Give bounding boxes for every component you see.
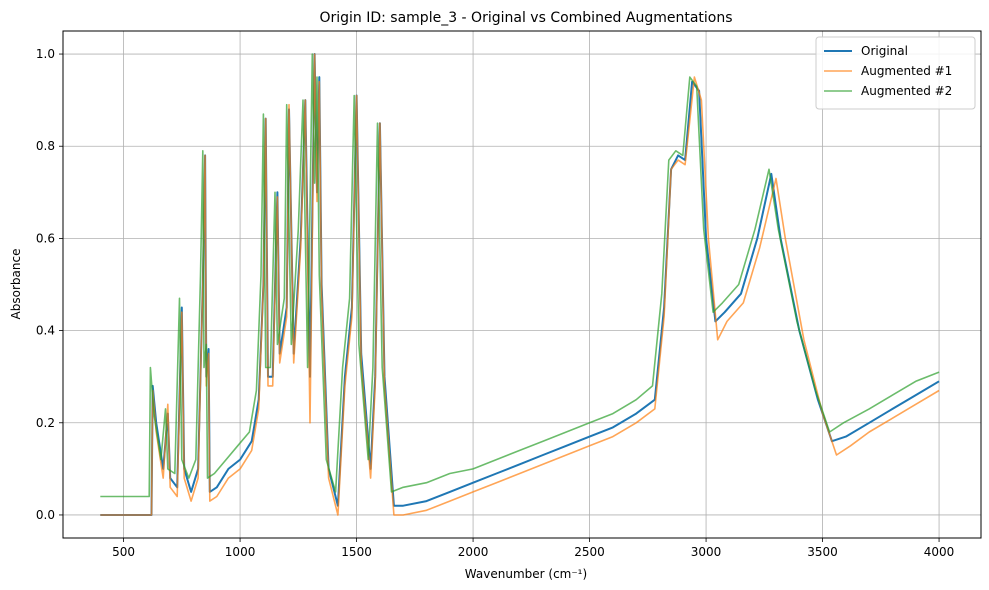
legend-entry: Augmented #1 [861, 64, 952, 78]
x-axis: 500 1000 1500 2000 2500 3000 3500 4000 [112, 538, 954, 559]
y-tick-label: 0.6 [36, 231, 55, 245]
x-tick-label: 2000 [458, 545, 489, 559]
legend-entry: Augmented #2 [861, 84, 952, 98]
x-tick-label: 1000 [225, 545, 256, 559]
x-tick-label: 3500 [807, 545, 838, 559]
chart-title: Origin ID: sample_3 - Original vs Combin… [319, 10, 732, 26]
legend: Original Augmented #1 Augmented #2 [815, 36, 976, 110]
x-axis-label: Wavenumber (cm⁻¹) [465, 567, 587, 581]
legend-box [815, 36, 976, 110]
y-tick-label: 0.0 [36, 508, 55, 522]
x-tick-label: 1500 [341, 545, 372, 559]
x-tick-label: 2500 [574, 545, 605, 559]
y-axis-label: Absorbance [9, 249, 23, 320]
series-line-2 [100, 53, 940, 516]
y-tick-label: 0.2 [36, 416, 55, 430]
y-tick-label: 0.4 [36, 324, 55, 338]
x-tick-label: 500 [112, 545, 135, 559]
series-line-3 [100, 53, 940, 498]
plot-lines [100, 53, 940, 516]
plot-frame [62, 30, 982, 539]
x-tick-label: 4000 [924, 545, 955, 559]
y-tick-label: 0.8 [36, 139, 55, 153]
legend-entry: Original [861, 44, 908, 58]
y-axis: 0.0 0.2 0.4 0.6 0.8 1.0 [36, 47, 63, 522]
x-tick-label: 3000 [691, 545, 722, 559]
y-tick-label: 1.0 [36, 47, 55, 61]
